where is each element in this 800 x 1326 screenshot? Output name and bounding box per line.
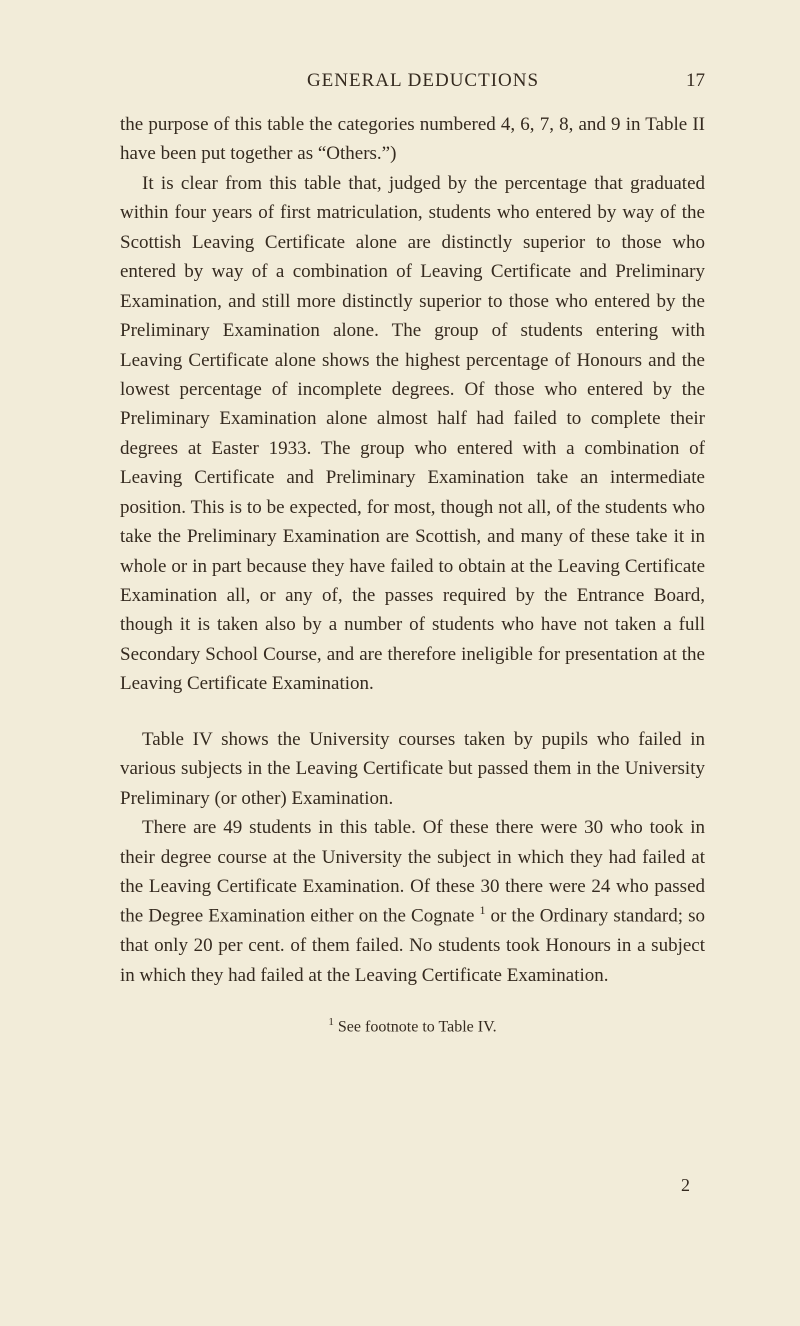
footnote-text: See footnote to Table IV. [334,1018,497,1035]
text-block-1: the purpose of this table the categories… [120,110,705,699]
paragraph-1: the purpose of this table the categories… [120,110,705,169]
running-title: GENERAL DEDUCTIONS [160,70,686,92]
page-header: GENERAL DEDUCTIONS 17 [120,70,705,92]
paragraph-3: Table IV shows the University courses ta… [120,725,705,813]
paragraph-4: There are 49 students in this table. Of … [120,813,705,990]
signature-mark: 2 [681,1175,690,1196]
page-number: 17 [686,70,705,92]
paragraph-2: It is clear from this table that, judged… [120,169,705,699]
footnote: 1 See footnote to Table IV. [120,1016,705,1036]
text-block-2: Table IV shows the University courses ta… [120,725,705,990]
